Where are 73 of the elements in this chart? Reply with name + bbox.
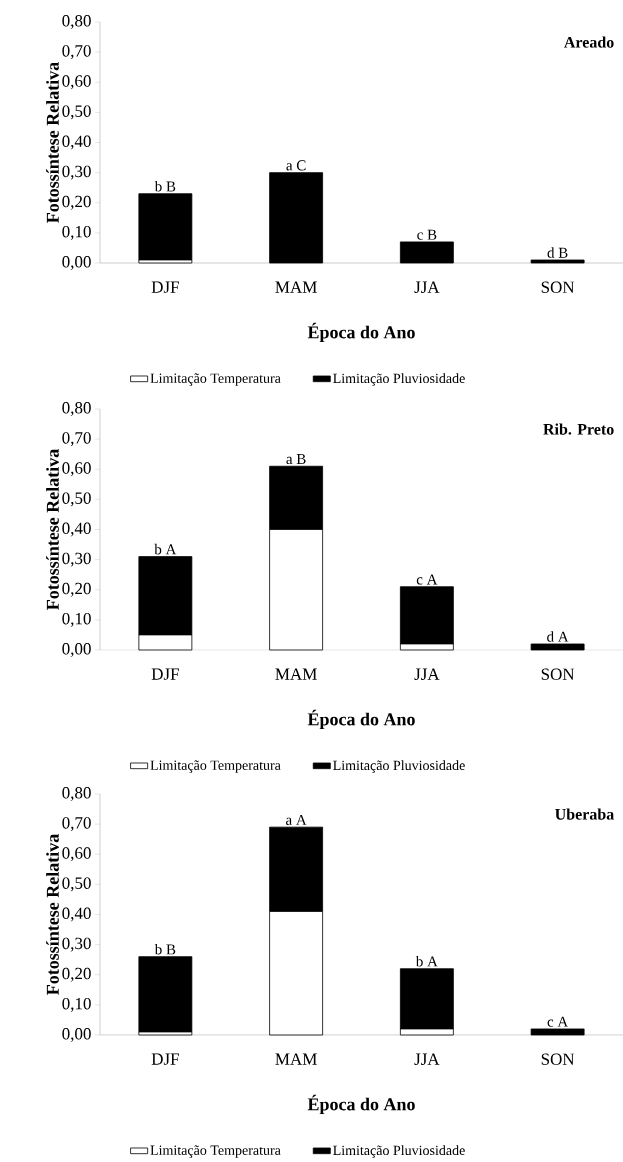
y-tick-label: 0,40 [62,135,91,150]
y-tick-label: 0,40 [62,522,91,537]
legend-label: Limitação Temperatura [150,373,281,386]
y-tick-label: 0,30 [62,937,91,952]
y-tick-label: 0,20 [62,195,91,210]
y-tick-label: 0,70 [62,432,91,447]
x-tick-label: SON [541,281,575,293]
x-tick-label: DJF [151,668,179,680]
y-tick-label: 0,80 [62,15,91,29]
y-tick-label: 0,50 [62,492,91,507]
annotation: b A [415,955,438,967]
legend-label: Limitação Pluviosidade [333,373,465,386]
y-tick-label: 0,70 [62,45,91,60]
y-tick-label: 0,60 [62,847,91,862]
bar [530,259,585,264]
bar [138,193,193,261]
annotation: a B [286,454,306,465]
y-tick-label: 0,10 [62,225,91,240]
bar [530,1028,585,1036]
legend-label: Limitação Temperatura [150,760,281,773]
annotation: c A [547,1016,569,1027]
annotation: a C [286,160,306,171]
legend-label: Limitação Pluviosidade [333,760,465,773]
annotation: b B [154,180,176,192]
y-tick-label: 0,00 [62,643,91,657]
bar [138,956,193,1033]
y-tick-label: 0,40 [62,907,91,922]
y-tick-label: 0,10 [62,997,91,1012]
x-tick-label: SON [541,668,575,680]
x-tick-label: DJF [151,1053,179,1065]
y-tick-label: 0,00 [62,256,91,270]
annotation: b A [154,543,177,555]
x-axis-title: Época do Ano [307,709,415,730]
y-tick-label: 0,20 [62,582,91,597]
y-axis-title: Fotossíntese Relativa [46,449,59,610]
text: Rib. Preto [543,423,614,435]
text: Uberaba [555,808,614,820]
x-tick-label: SON [541,1053,575,1065]
y-tick-label: 0,20 [62,967,91,982]
y-tick-label: 0,80 [62,402,91,416]
bar [269,172,324,264]
y-tick-label: 0,10 [62,612,91,627]
legend-label: Limitação Temperatura [150,1145,281,1158]
y-tick-label: 0,60 [62,75,91,90]
annotation: c B [417,229,437,240]
bar [399,241,454,264]
x-tick-label: DJF [151,281,179,293]
x-tick-label: JJA [414,281,440,293]
y-tick-label: 0,00 [62,1028,91,1042]
y-tick-label: 0,80 [62,787,91,801]
annotation: d A [547,631,569,642]
x-tick-label: MAM [275,668,317,680]
x-tick-label: MAM [275,281,317,293]
y-tick-label: 0,60 [62,462,91,477]
y-tick-label: 0,50 [62,105,91,120]
bar [530,643,585,651]
text: Areado [564,36,614,48]
x-tick-label: JJA [414,1053,440,1065]
x-axis-title: Época do Ano [307,1094,415,1115]
annotation: a A [286,814,307,825]
y-tick-label: 0,30 [62,552,91,567]
annotation: d B [547,247,568,258]
y-axis-title: Fotossíntese Relativa [46,62,59,223]
legend-label: Limitação Pluviosidade [333,1145,465,1158]
y-tick-label: 0,30 [62,165,91,180]
annotation: c A [416,574,438,585]
x-tick-label: MAM [275,1053,317,1065]
y-axis-title: Fotossíntese Relativa [46,834,59,995]
x-axis-title: Época do Ano [307,322,415,343]
y-tick-label: 0,50 [62,877,91,892]
y-tick-label: 0,70 [62,817,91,832]
x-tick-label: JJA [414,668,440,680]
annotation: b B [154,943,176,955]
